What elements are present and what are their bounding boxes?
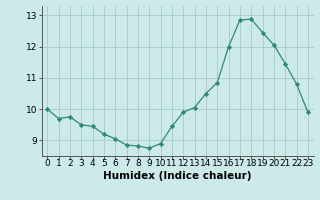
X-axis label: Humidex (Indice chaleur): Humidex (Indice chaleur) (103, 171, 252, 181)
